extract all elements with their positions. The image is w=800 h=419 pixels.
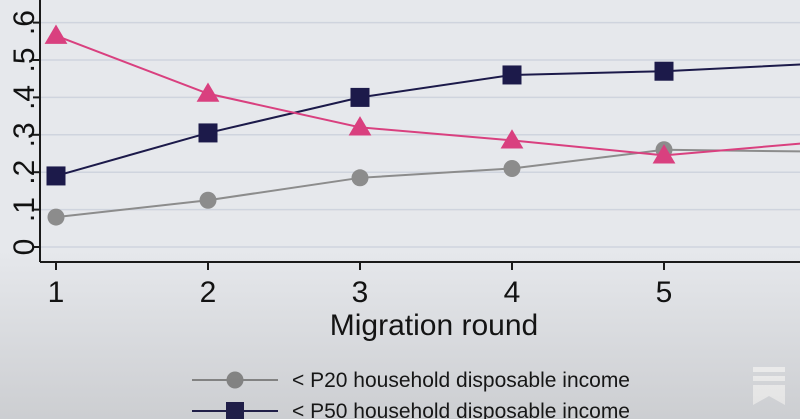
x-tick-label: 3 <box>352 276 369 309</box>
y-tick-label: 0 <box>8 239 41 256</box>
data-point-circle <box>47 208 65 226</box>
data-point-triangle <box>348 116 372 136</box>
series-3 <box>44 24 800 164</box>
y-tick-label: .2 <box>8 160 41 185</box>
y-tick-label: .1 <box>8 197 41 222</box>
data-point-square <box>502 65 522 85</box>
data-point-triangle <box>44 24 68 44</box>
legend-label: < P20 household disposable income <box>292 369 630 392</box>
plot-area <box>40 0 800 262</box>
y-tick-label: .5 <box>8 47 41 72</box>
data-point-square <box>226 402 244 419</box>
data-point-triangle <box>196 82 220 102</box>
y-tick-label: .6 <box>8 10 41 35</box>
data-point-triangle <box>500 129 524 149</box>
y-tick-label: .3 <box>8 122 41 147</box>
series-layer <box>44 24 800 226</box>
data-point-square <box>654 61 674 81</box>
x-tick-label: 5 <box>656 276 673 309</box>
grid-lines <box>40 0 800 262</box>
bookmark-stack-icon <box>752 366 786 406</box>
legend-label: < P50 household disposable income <box>292 400 630 419</box>
data-point-square <box>46 166 66 186</box>
data-point-circle <box>199 191 217 209</box>
x-tick-label: 2 <box>200 276 217 309</box>
x-axis-title: Migration round <box>330 309 538 342</box>
series-line <box>55 63 800 177</box>
y-tick-label: .4 <box>8 85 41 110</box>
data-point-square <box>350 87 370 107</box>
data-point-circle <box>351 169 369 187</box>
x-tick-label: 4 <box>504 276 521 309</box>
data-point-circle <box>503 159 521 177</box>
series-line <box>55 148 800 219</box>
series-2 <box>46 61 800 186</box>
data-point-square <box>198 123 218 143</box>
data-point-triangle <box>652 144 676 164</box>
data-point-circle <box>226 371 244 389</box>
x-tick-label: 1 <box>48 276 65 309</box>
series-line <box>55 34 800 157</box>
